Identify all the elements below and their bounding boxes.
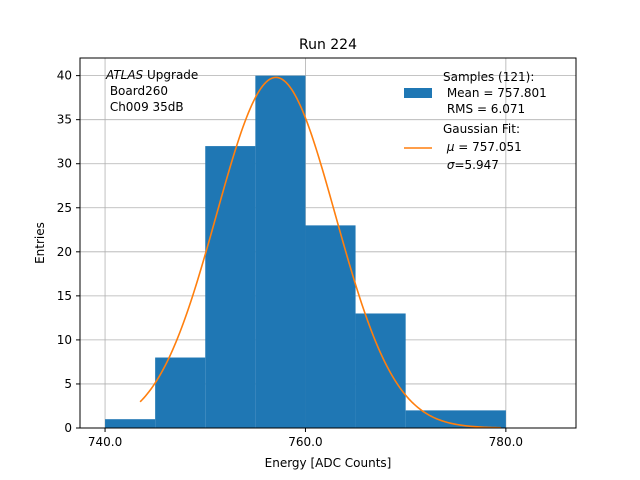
- mu-symbol: μ: [446, 140, 455, 154]
- gaussian-fit: [139, 76, 501, 429]
- y-tick-label-1: 5: [64, 377, 72, 391]
- y-tick-label-2: 10: [57, 333, 72, 347]
- histogram-bar-2: [205, 146, 256, 428]
- gaussian-fit-curve: [139, 76, 501, 429]
- histogram-bar-3: [255, 75, 306, 428]
- upgrade-label: Upgrade: [143, 68, 198, 82]
- annotation-line-3: Ch009 35dB: [106, 100, 184, 114]
- annotation-line-2: Board260: [106, 84, 168, 98]
- chart-title: Run 224: [299, 37, 357, 53]
- x-tick-label-2: 780.0: [489, 435, 523, 449]
- y-axis-ticks: 0 5 10 15 20 25 30 35 40: [57, 69, 80, 435]
- legend-samples-rms: RMS = 6.071: [443, 102, 525, 116]
- histogram-bar-4: [305, 225, 356, 428]
- y-tick-label-0: 0: [64, 421, 72, 435]
- y-tick-label-4: 20: [57, 245, 72, 259]
- plot-frame: [79, 57, 577, 429]
- x-axis-ticks: 740.0 760.0 780.0: [88, 428, 523, 449]
- histogram-bar-5: [355, 313, 406, 428]
- sigma-symbol: σ: [447, 158, 455, 172]
- y-tick-label-6: 30: [57, 157, 72, 171]
- atlas-label: ATLAS: [105, 68, 144, 82]
- x-tick-label-0: 740.0: [88, 435, 122, 449]
- y-tick-label-5: 25: [57, 201, 72, 215]
- mu-value: = 757.051: [454, 140, 521, 154]
- legend-samples-mean: Mean = 757.801: [443, 86, 547, 100]
- x-axis-label: Energy [ADC Counts]: [265, 456, 392, 470]
- legend-samples-title: Samples (121):: [443, 70, 534, 84]
- atlas-annotation: ATLAS Upgrade Board260 Ch009 35dB: [105, 68, 198, 114]
- legend: Samples (121): Mean = 757.801 RMS = 6.07…: [404, 70, 547, 172]
- sigma-value: =5.947: [454, 158, 498, 172]
- legend-fit-title: Gaussian Fit:: [443, 122, 520, 136]
- y-tick-label-7: 35: [57, 113, 72, 127]
- x-tick-label-1: 760.0: [288, 435, 322, 449]
- annotation-line-1: ATLAS Upgrade: [105, 68, 198, 82]
- histogram-bar-0: [105, 419, 156, 428]
- y-tick-label-3: 15: [57, 289, 72, 303]
- legend-samples-swatch: [404, 88, 432, 98]
- histogram-bar-1: [155, 357, 206, 428]
- legend-fit-mu: μ = 757.051: [443, 140, 522, 154]
- y-axis-label: Entries: [33, 222, 47, 264]
- histogram-bar-6: [405, 410, 506, 428]
- legend-fit-sigma: σ=5.947: [443, 158, 499, 172]
- y-tick-label-8: 40: [57, 69, 72, 83]
